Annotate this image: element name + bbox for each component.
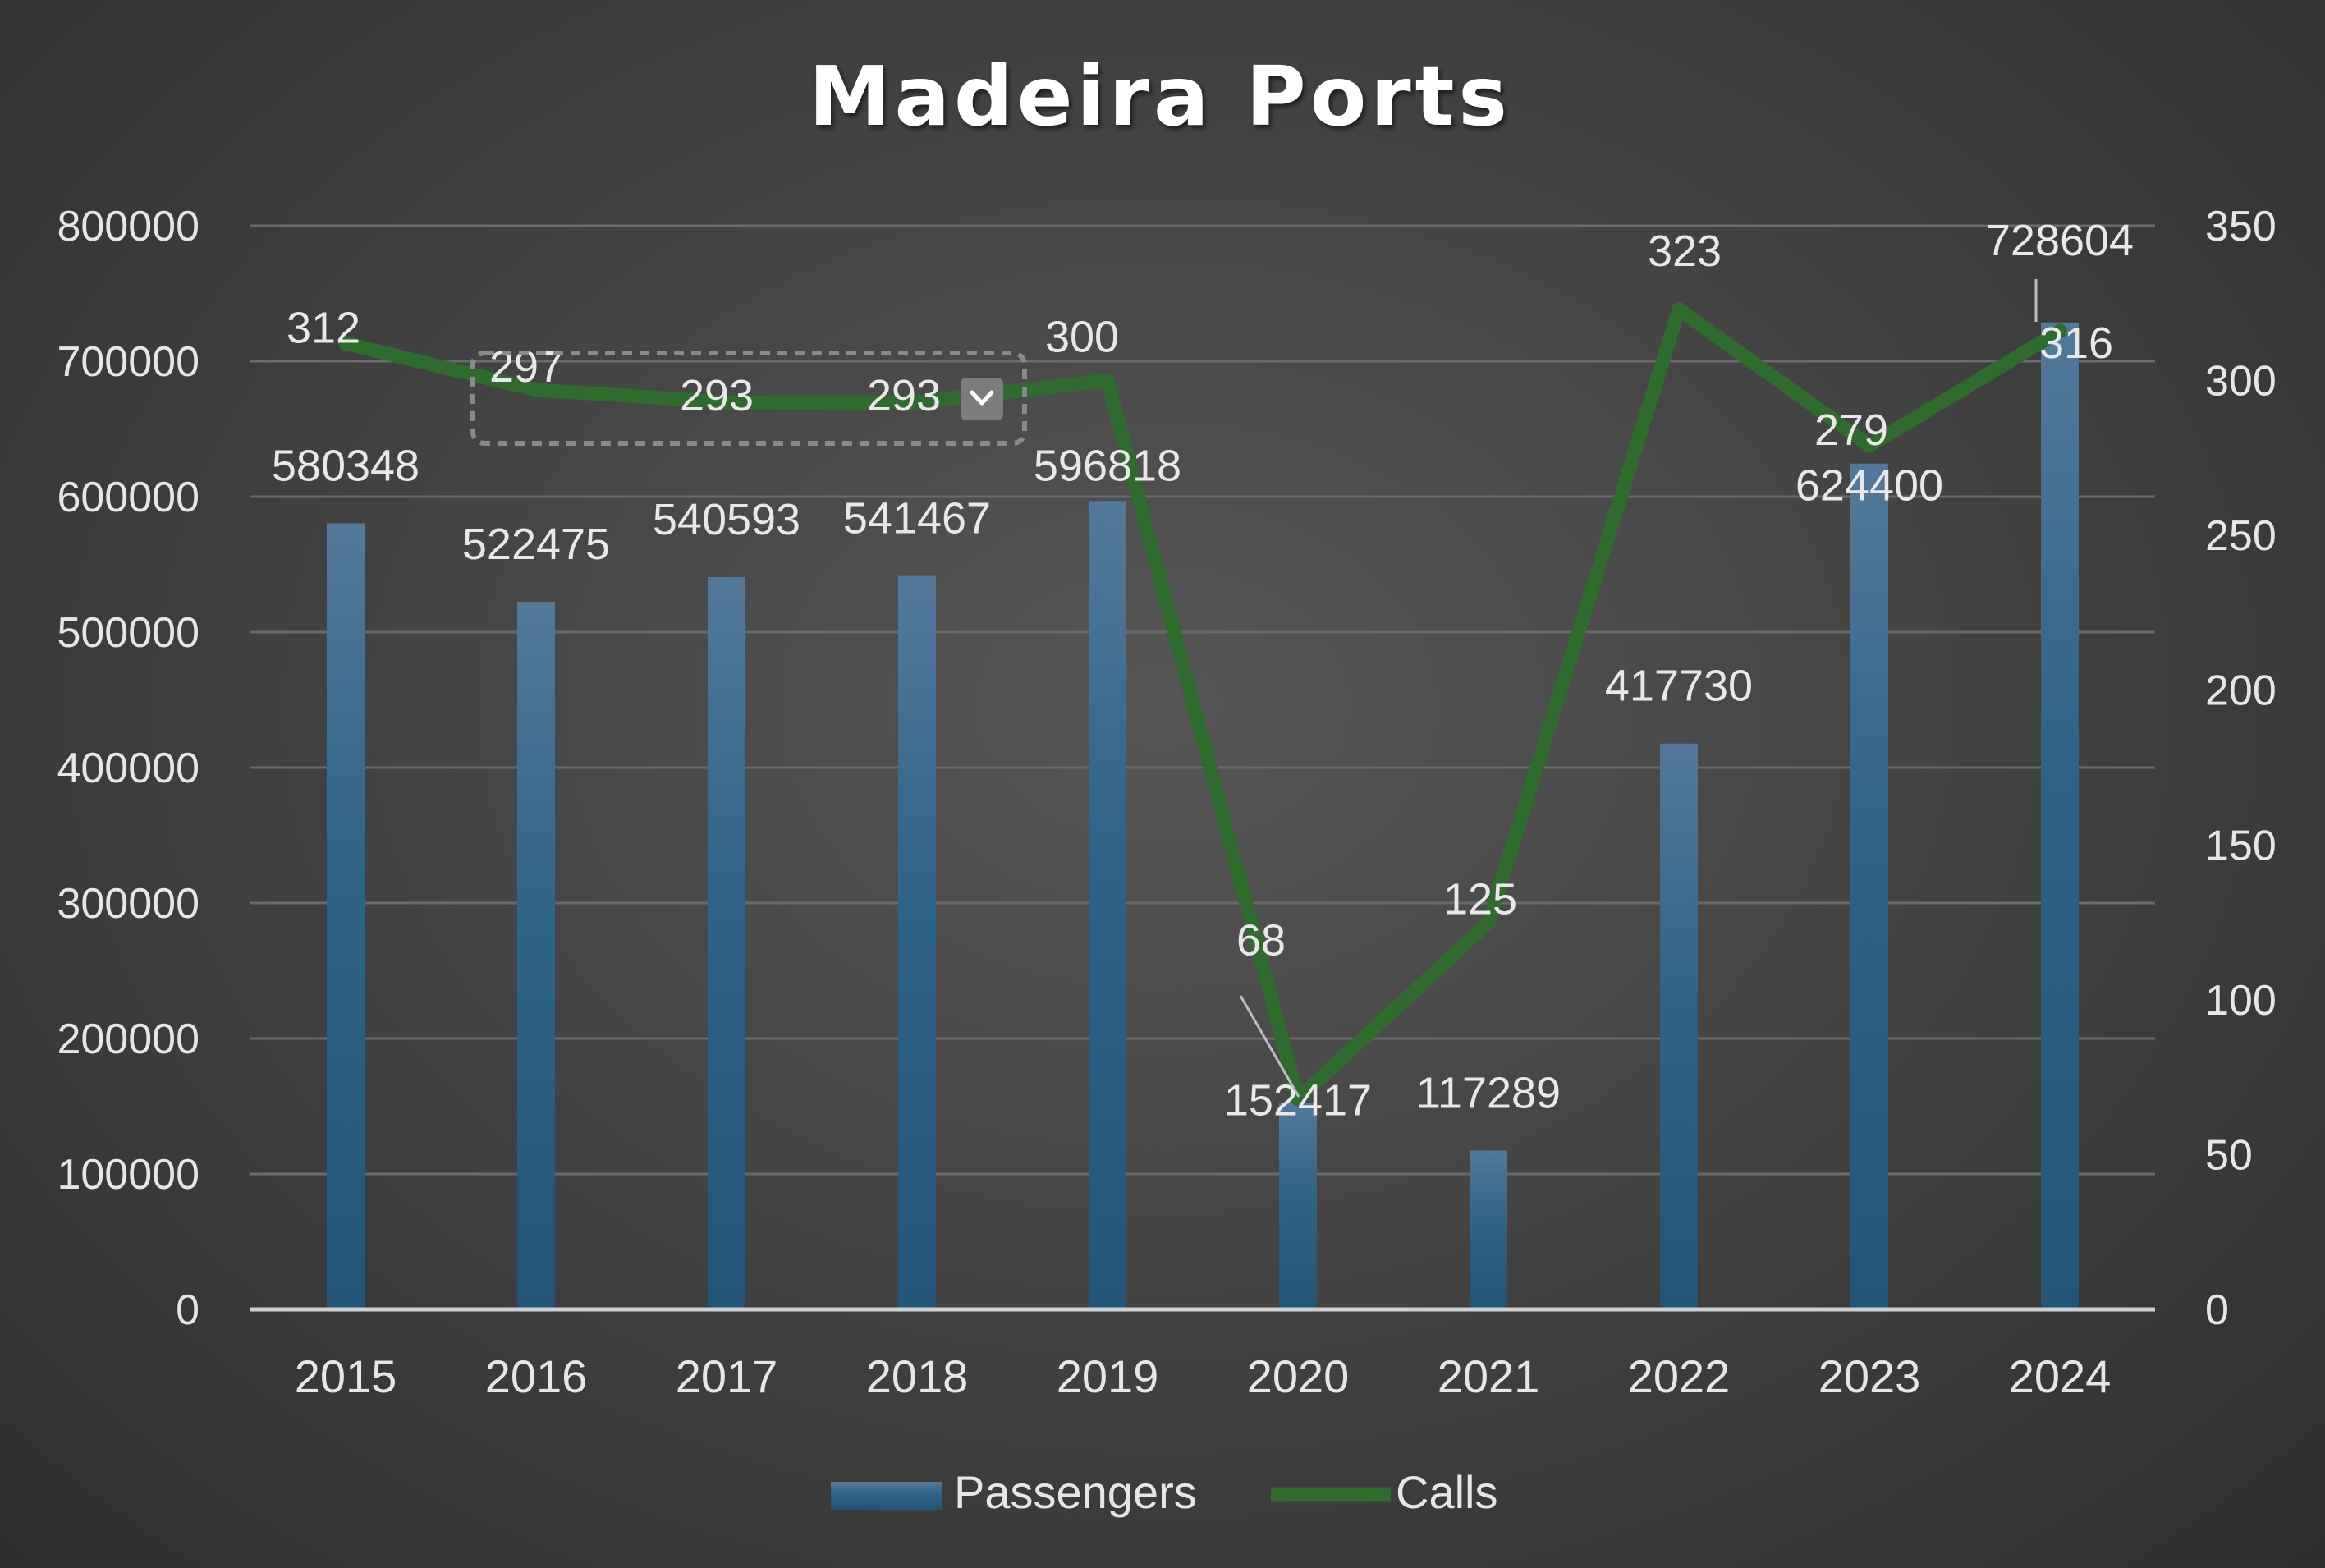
leader-line-2020 [1239, 995, 1300, 1098]
calls-data-label: 293 [867, 371, 941, 420]
left-axis-tick-label: 0 [176, 1286, 199, 1334]
x-axis-tick-label: 2021 [1438, 1350, 1540, 1402]
calls-point-2019[interactable] [1100, 373, 1115, 388]
bar-passengers-2018[interactable] [898, 575, 936, 1309]
calls-point-2015[interactable] [338, 336, 353, 351]
x-axis-tick-label: 2020 [1247, 1350, 1350, 1402]
left-axis-tick-label: 500000 [57, 609, 199, 657]
calls-data-label: 323 [1648, 227, 1722, 276]
bar-passengers-2019[interactable] [1089, 501, 1126, 1309]
calls-data-label: 316 [2039, 319, 2113, 368]
calls-point-2022[interactable] [1672, 301, 1686, 317]
x-axis-tick-label: 2019 [1057, 1350, 1159, 1402]
calls-point-2017[interactable] [719, 394, 734, 410]
calls-point-2016[interactable] [529, 382, 543, 397]
calls-data-label: 68 [1236, 916, 1286, 965]
x-axis: 2015 2016 2017 2018 2019 2020 2021 2022 2023 2024 [250, 1307, 2155, 1402]
calls-data-label: 300 [1045, 313, 1119, 362]
x-axis-tick-label: 2023 [1818, 1350, 1921, 1402]
passengers-data-label: 580348 [272, 441, 420, 490]
left-axis-tick-label: 800000 [57, 203, 199, 250]
right-axis-tick-label: 150 [2205, 822, 2277, 869]
bar-passengers-2023[interactable] [1850, 463, 1888, 1309]
passengers-data-label: 152417 [1224, 1076, 1372, 1126]
calls-data-label: 279 [1814, 406, 1888, 455]
left-axis: 0 100000 200000 300000 400000 500000 600000 700… [57, 203, 199, 1334]
bar-passengers-2024[interactable] [2041, 322, 2079, 1309]
right-axis-tick-label: 100 [2205, 977, 2277, 1025]
calls-point-2023[interactable] [1862, 438, 1877, 453]
right-axis: 0 50 100 150 200 250 300 350 [2205, 203, 2277, 1334]
calls-point-2024[interactable] [2052, 323, 2067, 339]
x-axis-tick-label: 2017 [676, 1350, 778, 1402]
passengers-data-label: 522475 [462, 520, 610, 569]
bar-passengers-2016[interactable] [517, 601, 555, 1309]
left-axis-tick-label: 300000 [57, 880, 199, 928]
legend: Passengers Calls [831, 1466, 1497, 1518]
legend-passengers-label: Passengers [954, 1466, 1197, 1518]
right-axis-tick-label: 250 [2205, 512, 2277, 560]
grid-lines [250, 224, 2155, 1176]
x-axis-tick-label: 2016 [485, 1350, 588, 1402]
x-axis-tick-label: 2024 [2009, 1350, 2112, 1402]
bar-passengers-2015[interactable] [327, 523, 365, 1309]
bar-passengers-2021[interactable] [1470, 1150, 1507, 1309]
left-axis-tick-label: 200000 [57, 1016, 199, 1063]
bar-passengers-2022[interactable] [1660, 743, 1698, 1309]
bar-passengers-2020[interactable] [1279, 1103, 1317, 1309]
calls-line[interactable] [338, 301, 2067, 1107]
calls-point-2020[interactable] [1291, 1091, 1305, 1107]
right-axis-tick-label: 0 [2205, 1286, 2229, 1334]
legend-calls-label: Calls [1396, 1466, 1497, 1518]
right-axis-tick-label: 300 [2205, 358, 2277, 406]
calls-data-label: 125 [1443, 875, 1517, 924]
calls-point-2018[interactable] [910, 394, 924, 410]
selection-box[interactable] [470, 351, 1027, 446]
passengers-data-label: 540593 [653, 495, 800, 544]
calls-data-label: 312 [287, 303, 360, 352]
legend-passengers-swatch [831, 1482, 942, 1510]
left-axis-tick-label: 700000 [57, 338, 199, 386]
chevron-down-icon [970, 390, 994, 406]
passengers-data-label: 596818 [1034, 441, 1181, 490]
chevron-down-button[interactable] [961, 378, 1003, 420]
passengers-data-label: 728604 [1986, 216, 2134, 265]
left-axis-tick-label: 100000 [57, 1151, 199, 1199]
x-axis-tick-label: 2022 [1628, 1350, 1731, 1402]
calls-data-label: 293 [680, 371, 754, 420]
left-axis-tick-label: 400000 [57, 745, 199, 792]
right-axis-tick-label: 350 [2205, 203, 2277, 250]
calls-series-line[interactable] [338, 302, 2067, 1107]
passengers-data-label: 117289 [1416, 1068, 1561, 1117]
calls-data-label: 297 [489, 342, 563, 392]
left-axis-tick-label: 600000 [57, 474, 199, 521]
calls-point-2021[interactable] [1481, 915, 1496, 930]
passengers-data-label: 417730 [1605, 662, 1753, 711]
passengers-data-label: 624400 [1795, 461, 1943, 511]
bar-passengers-2017[interactable] [708, 577, 745, 1309]
x-axis-tick-label: 2018 [866, 1350, 969, 1402]
label-selection[interactable] [470, 351, 1027, 446]
data-labels: 580348 522475 540593 541467 596818 152417 1172… [272, 216, 2134, 1126]
right-axis-tick-label: 200 [2205, 667, 2277, 715]
passengers-bars[interactable] [327, 322, 2079, 1309]
right-axis-tick-label: 50 [2205, 1131, 2253, 1179]
x-axis-tick-label: 2015 [295, 1350, 397, 1402]
passengers-data-label: 541467 [843, 494, 991, 543]
chart-title: Madeira Ports [809, 48, 1511, 144]
